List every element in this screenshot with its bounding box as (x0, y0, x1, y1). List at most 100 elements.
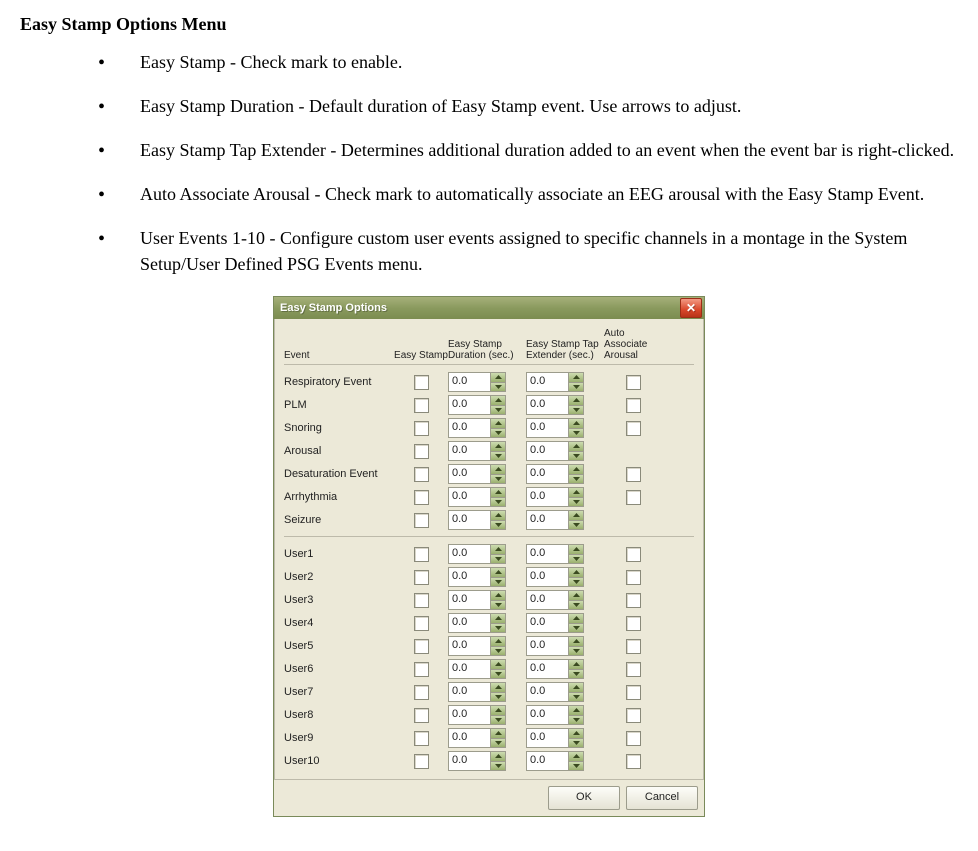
spinner-up-icon[interactable] (568, 752, 583, 761)
spinner-down-icon[interactable] (490, 761, 505, 771)
tap-extender-spinner[interactable]: 0.0 (526, 659, 584, 679)
duration-value[interactable]: 0.0 (449, 568, 490, 586)
spinner-down-icon[interactable] (490, 600, 505, 610)
tap-extender-value[interactable]: 0.0 (527, 729, 568, 747)
spinner-up-icon[interactable] (490, 660, 505, 669)
tap-extender-spinner[interactable]: 0.0 (526, 372, 584, 392)
tap-extender-spinner[interactable]: 0.0 (526, 544, 584, 564)
spinner-up-icon[interactable] (490, 614, 505, 623)
tap-extender-spinner[interactable]: 0.0 (526, 395, 584, 415)
duration-spinner[interactable]: 0.0 (448, 613, 506, 633)
easy-stamp-checkbox[interactable] (414, 444, 429, 459)
spinner-down-icon[interactable] (490, 738, 505, 748)
easy-stamp-checkbox[interactable] (414, 490, 429, 505)
spinner-up-icon[interactable] (490, 591, 505, 600)
auto-associate-checkbox[interactable] (626, 708, 641, 723)
auto-associate-checkbox[interactable] (626, 467, 641, 482)
duration-spinner[interactable]: 0.0 (448, 636, 506, 656)
duration-value[interactable]: 0.0 (449, 396, 490, 414)
tap-extender-value[interactable]: 0.0 (527, 591, 568, 609)
spinner-down-icon[interactable] (568, 520, 583, 530)
spinner-up-icon[interactable] (568, 591, 583, 600)
spinner-down-icon[interactable] (490, 474, 505, 484)
duration-spinner[interactable]: 0.0 (448, 372, 506, 392)
tap-extender-value[interactable]: 0.0 (527, 396, 568, 414)
tap-extender-spinner[interactable]: 0.0 (526, 636, 584, 656)
duration-spinner[interactable]: 0.0 (448, 728, 506, 748)
spinner-down-icon[interactable] (490, 554, 505, 564)
auto-associate-checkbox[interactable] (626, 570, 641, 585)
spinner-down-icon[interactable] (568, 577, 583, 587)
tap-extender-value[interactable]: 0.0 (527, 373, 568, 391)
duration-spinner[interactable]: 0.0 (448, 659, 506, 679)
close-button[interactable]: ✕ (680, 298, 702, 318)
tap-extender-value[interactable]: 0.0 (527, 419, 568, 437)
spinner-down-icon[interactable] (568, 646, 583, 656)
spinner-down-icon[interactable] (490, 405, 505, 415)
spinner-down-icon[interactable] (490, 382, 505, 392)
spinner-up-icon[interactable] (490, 511, 505, 520)
tap-extender-spinner[interactable]: 0.0 (526, 441, 584, 461)
spinner-up-icon[interactable] (568, 568, 583, 577)
tap-extender-value[interactable]: 0.0 (527, 568, 568, 586)
tap-extender-value[interactable]: 0.0 (527, 465, 568, 483)
spinner-down-icon[interactable] (568, 405, 583, 415)
auto-associate-checkbox[interactable] (626, 593, 641, 608)
duration-value[interactable]: 0.0 (449, 729, 490, 747)
duration-value[interactable]: 0.0 (449, 511, 490, 529)
auto-associate-checkbox[interactable] (626, 754, 641, 769)
duration-spinner[interactable]: 0.0 (448, 510, 506, 530)
easy-stamp-checkbox[interactable] (414, 547, 429, 562)
spinner-up-icon[interactable] (490, 683, 505, 692)
easy-stamp-checkbox[interactable] (414, 593, 429, 608)
cancel-button[interactable]: Cancel (626, 786, 698, 810)
duration-value[interactable]: 0.0 (449, 637, 490, 655)
spinner-down-icon[interactable] (568, 382, 583, 392)
spinner-up-icon[interactable] (490, 637, 505, 646)
spinner-up-icon[interactable] (490, 568, 505, 577)
duration-spinner[interactable]: 0.0 (448, 441, 506, 461)
duration-value[interactable]: 0.0 (449, 465, 490, 483)
spinner-up-icon[interactable] (568, 396, 583, 405)
auto-associate-checkbox[interactable] (626, 375, 641, 390)
spinner-down-icon[interactable] (490, 428, 505, 438)
easy-stamp-checkbox[interactable] (414, 708, 429, 723)
auto-associate-checkbox[interactable] (626, 421, 641, 436)
duration-spinner[interactable]: 0.0 (448, 418, 506, 438)
spinner-up-icon[interactable] (568, 419, 583, 428)
duration-spinner[interactable]: 0.0 (448, 705, 506, 725)
tap-extender-value[interactable]: 0.0 (527, 545, 568, 563)
duration-spinner[interactable]: 0.0 (448, 567, 506, 587)
tap-extender-spinner[interactable]: 0.0 (526, 613, 584, 633)
spinner-up-icon[interactable] (568, 488, 583, 497)
spinner-up-icon[interactable] (568, 545, 583, 554)
auto-associate-checkbox[interactable] (626, 490, 641, 505)
duration-value[interactable]: 0.0 (449, 660, 490, 678)
tap-extender-spinner[interactable]: 0.0 (526, 487, 584, 507)
spinner-up-icon[interactable] (568, 442, 583, 451)
spinner-up-icon[interactable] (490, 373, 505, 382)
duration-value[interactable]: 0.0 (449, 683, 490, 701)
tap-extender-spinner[interactable]: 0.0 (526, 728, 584, 748)
duration-spinner[interactable]: 0.0 (448, 487, 506, 507)
spinner-up-icon[interactable] (568, 706, 583, 715)
spinner-up-icon[interactable] (490, 488, 505, 497)
duration-spinner[interactable]: 0.0 (448, 464, 506, 484)
tap-extender-value[interactable]: 0.0 (527, 488, 568, 506)
duration-value[interactable]: 0.0 (449, 706, 490, 724)
tap-extender-spinner[interactable]: 0.0 (526, 567, 584, 587)
tap-extender-value[interactable]: 0.0 (527, 706, 568, 724)
auto-associate-checkbox[interactable] (626, 616, 641, 631)
spinner-up-icon[interactable] (568, 637, 583, 646)
easy-stamp-checkbox[interactable] (414, 398, 429, 413)
spinner-up-icon[interactable] (490, 752, 505, 761)
duration-value[interactable]: 0.0 (449, 752, 490, 770)
spinner-down-icon[interactable] (568, 738, 583, 748)
duration-value[interactable]: 0.0 (449, 442, 490, 460)
spinner-down-icon[interactable] (490, 715, 505, 725)
easy-stamp-checkbox[interactable] (414, 616, 429, 631)
spinner-down-icon[interactable] (568, 715, 583, 725)
spinner-up-icon[interactable] (490, 545, 505, 554)
duration-spinner[interactable]: 0.0 (448, 751, 506, 771)
tap-extender-value[interactable]: 0.0 (527, 442, 568, 460)
